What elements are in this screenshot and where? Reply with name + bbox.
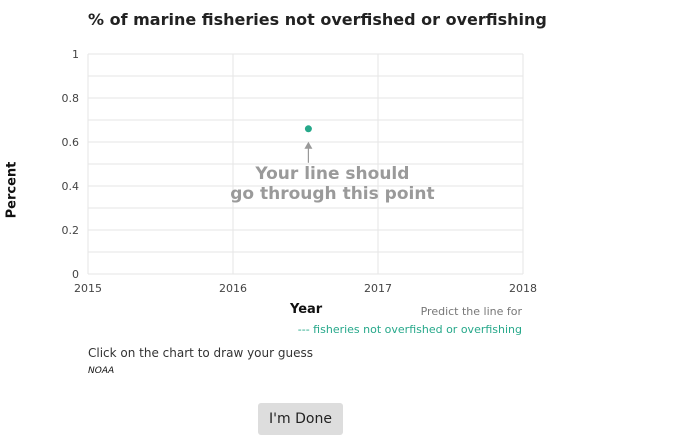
x-tick-label: 2015 xyxy=(74,282,102,295)
x-tick-label: 2017 xyxy=(364,282,392,295)
chart-title: % of marine fisheries not overfished or … xyxy=(88,10,547,29)
y-tick-label: 0.2 xyxy=(62,224,80,237)
y-tick-label: 0.8 xyxy=(62,92,80,105)
legend-series: --- fisheries not overfished or overfish… xyxy=(297,323,522,336)
chart-plot-area[interactable]: 0 0.2 0.4 0.6 0.8 1 2015 2016 2017 2018 Your line… xyxy=(0,0,695,300)
x-tick-label: 2016 xyxy=(219,282,247,295)
source-label: NOAA xyxy=(88,366,115,376)
point-layer xyxy=(304,125,312,133)
legend: Predict the line for --- fisheries not o… xyxy=(298,305,522,336)
x-tick-label: 2018 xyxy=(509,282,537,295)
y-tick-label: 0.6 xyxy=(62,136,80,149)
y-tick-label: 0 xyxy=(72,268,79,281)
x-axis-label: Year xyxy=(290,302,323,317)
annotation-text-line1: Your line should xyxy=(254,164,409,184)
instruction-text: Click on the chart to draw your guess xyxy=(88,346,313,360)
legend-prompt: Predict the line for xyxy=(420,305,522,318)
y-tick-label: 0.4 xyxy=(62,180,80,193)
annotation-arrow-head xyxy=(304,141,313,149)
data-point xyxy=(304,125,312,133)
done-button[interactable]: I'm Done xyxy=(258,403,343,435)
y-tick-label: 1 xyxy=(72,48,79,61)
annotation-text-line2: go through this point xyxy=(230,184,434,204)
tick-label-layer: 0 0.2 0.4 0.6 0.8 1 2015 2016 2017 2018 xyxy=(62,48,538,295)
grid-layer xyxy=(87,53,524,275)
